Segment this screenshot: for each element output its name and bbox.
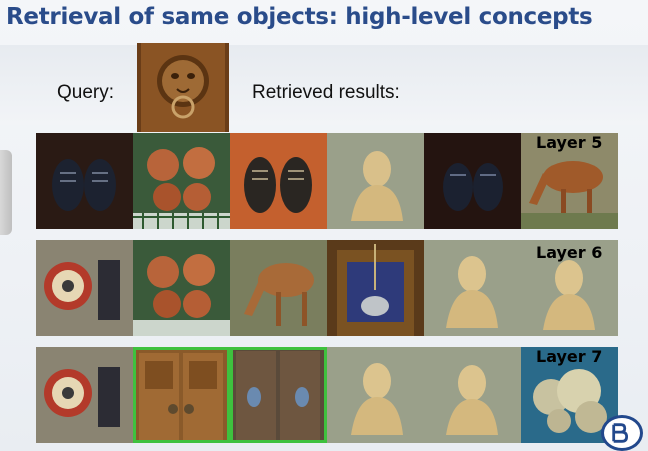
result-image-horse [521,133,618,229]
result-image-dark-shoes-2 [424,133,521,229]
result-image-brown-shoes [230,133,327,229]
result-image-stone-statue-2 [424,347,521,443]
layer-7-label: Layer 7 [536,347,603,366]
result-image-copper-faces [133,133,230,229]
result-image-wooden-doors-highlighted [133,347,230,443]
query-label: Query: [57,82,115,103]
query-image-door-knocker [137,43,229,132]
result-image-stone-statue-2 [521,240,618,336]
result-image-astronomical-clock [36,347,133,443]
layer-6-label: Layer 6 [536,243,603,262]
result-image-dark-shoes [36,133,133,229]
retrieved-results-label: Retrieved results: [252,82,400,103]
result-image-stone-statue [424,240,521,336]
results-row-layer-5: Layer 5 [36,133,620,229]
university-logo [601,415,643,451]
result-image-wooden-doors-highlighted-2 [230,347,327,443]
result-image-church-altar [327,240,424,336]
result-image-astronomical-clock [36,240,133,336]
results-row-layer-7: Layer 7 [36,347,620,443]
presenter-silhouette [0,150,12,235]
result-image-stone-statue [327,347,424,443]
header-background [0,45,648,125]
result-image-horse [230,240,327,336]
result-image-copper-faces [133,240,230,336]
result-image-stone-statue [327,133,424,229]
layer-5-label: Layer 5 [536,133,603,152]
slide-title: Retrieval of same objects: high-level co… [6,4,593,30]
results-row-layer-6: Layer 6 [36,240,620,336]
